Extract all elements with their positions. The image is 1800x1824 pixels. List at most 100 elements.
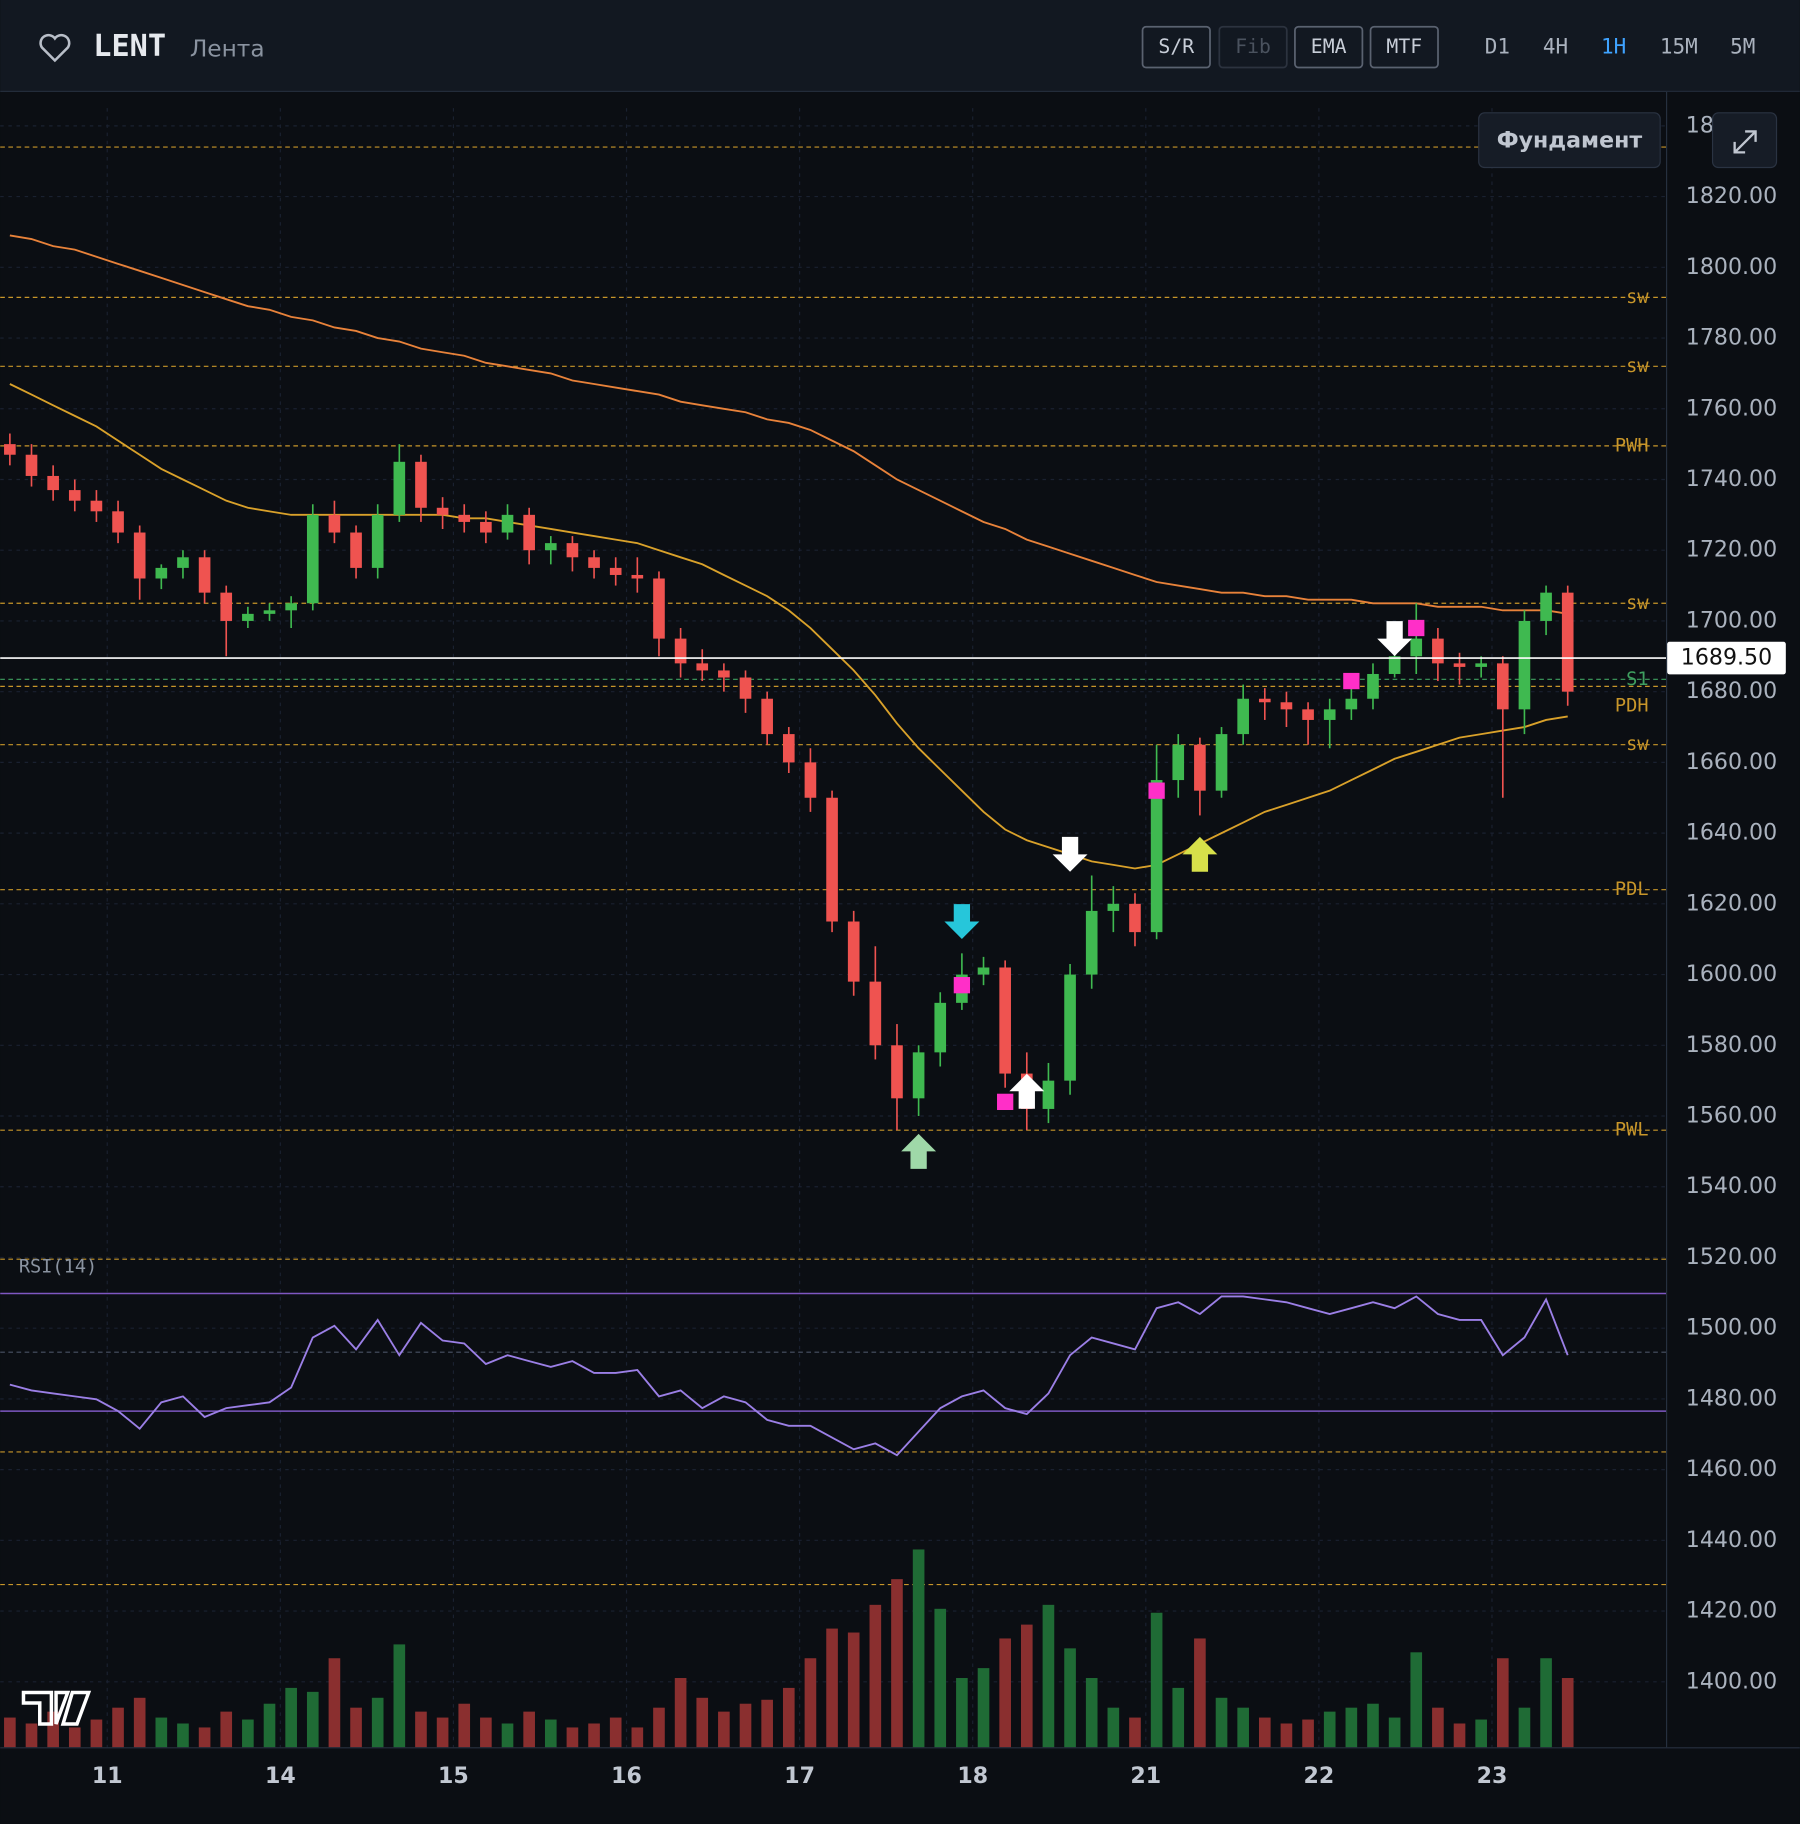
y-tick-label: 1740.00 [1686,466,1777,492]
company-name: Лента [190,36,265,63]
volume-bar [1323,1711,1336,1748]
x-tick-label: 16 [611,1763,642,1789]
signal-square [1343,672,1360,690]
volume-bar [1020,1624,1033,1748]
candle-body [869,981,882,1046]
candle-body [1107,903,1120,911]
signal-arrow-down [944,904,980,939]
symbol: LENT [93,29,166,64]
candle-body [912,1052,925,1099]
volume-bar [263,1703,276,1748]
candle-body [609,567,622,575]
volume-bar [350,1707,362,1748]
candle-body [1237,698,1249,735]
candle-body [1064,974,1076,1081]
y-tick-label: 1400.00 [1686,1668,1777,1694]
y-tick-label: 1800.00 [1686,254,1777,280]
toggle-button[interactable] [1294,25,1364,69]
candle-body [718,670,730,678]
y-tick-label: 1460.00 [1686,1456,1777,1482]
timeframe-button[interactable]: D1 [1485,35,1510,59]
candle-body [285,603,297,611]
volume-bar [718,1711,730,1748]
toggle-button[interactable] [1141,25,1211,69]
y-tick-label: 1680.00 [1686,678,1777,704]
volume-bar [1367,1703,1379,1748]
last-price-box [1667,641,1786,675]
level-label: sw [1626,356,1649,377]
x-tick-label: 18 [957,1763,988,1789]
candle-body [501,514,514,533]
toggle-label: S/R [1158,35,1194,58]
candle-body [1323,709,1336,720]
volume-bar [220,1711,233,1748]
volume-bar [1453,1723,1466,1748]
volume-bar [242,1719,254,1748]
volume-bar [782,1687,795,1748]
volume-bar [804,1658,817,1748]
x-tick-label: 17 [784,1763,815,1789]
candle-body [415,461,427,508]
candle-body [90,500,103,512]
volume-bar [912,1549,925,1748]
candle-body [1215,734,1228,791]
volume-bar [891,1579,903,1748]
x-tick-label: 23 [1477,1763,1508,1789]
volume-bar [198,1727,211,1748]
volume-bar [1302,1719,1314,1748]
volume-bar [480,1717,492,1748]
signal-arrow-up [1009,1073,1045,1109]
signal-arrow-down [1377,621,1413,657]
volume-bar [847,1632,860,1748]
toggle-label: Fib [1235,35,1271,58]
volume-bar [1258,1717,1271,1748]
volume-bar [328,1658,341,1748]
candle-body [47,475,59,491]
signal-square [1408,619,1425,637]
volume-bar [1540,1658,1552,1748]
y-tick-label: 1480.00 [1686,1385,1777,1411]
candle-body [1345,698,1358,710]
signal-arrow-up [1182,836,1218,872]
volume-bar [4,1717,16,1748]
volume-bar [739,1703,752,1748]
volume-bar [588,1723,600,1748]
volume-bar [977,1668,990,1748]
y-tick-label: 1620.00 [1686,890,1777,916]
volume-bar [956,1678,968,1748]
y-tick-label: 1440.00 [1686,1527,1777,1553]
timeframe-button[interactable]: 5M [1730,35,1755,59]
volume-bar [90,1719,103,1748]
toggle-button[interactable] [1218,25,1288,69]
toggle-button[interactable] [1369,25,1439,69]
candle-body [588,557,600,568]
timeframe-button[interactable]: 4H [1543,35,1568,59]
price-axis [1666,91,1800,1748]
candle-body [68,490,81,501]
expand-button[interactable] [1711,112,1778,169]
candle-body [25,454,38,476]
level-label: PDH [1615,696,1649,717]
x-tick-label: 15 [438,1763,469,1789]
header-bar [0,0,1800,91]
candle-body [458,514,471,522]
y-tick-label: 1660.00 [1686,749,1777,775]
volume-bar [1172,1687,1185,1748]
y-tick-label: 1540.00 [1686,1173,1777,1199]
volume-bar [415,1711,427,1748]
timeframe-button[interactable]: 1H [1601,35,1626,59]
expand-icon [1733,130,1757,154]
timeframe-button[interactable]: 15M [1660,35,1698,59]
volume-bar [393,1644,406,1748]
candle-body [242,613,254,621]
candle-body [1367,673,1379,699]
favorite-icon[interactable] [39,33,71,63]
candle-body [1150,780,1163,933]
candle-body [782,734,795,763]
volume-bar [523,1711,535,1748]
volume-bar [458,1703,471,1748]
candle-body [696,663,709,671]
fundamentals-button[interactable] [1478,112,1661,169]
